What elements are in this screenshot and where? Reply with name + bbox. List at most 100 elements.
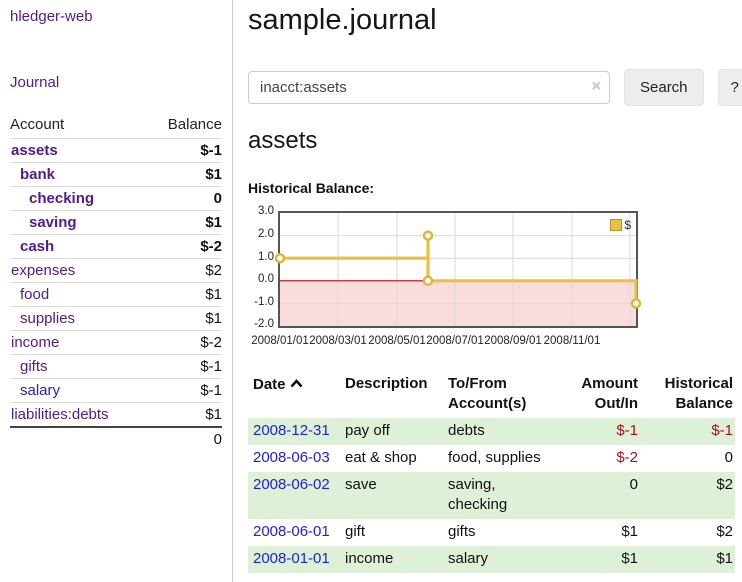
account-link-assets[interactable]: assets <box>11 142 58 159</box>
transaction-date-link[interactable]: 2008-06-02 <box>253 476 330 493</box>
account-balance: $1 <box>146 306 222 331</box>
account-link-supplies[interactable]: supplies <box>20 310 76 327</box>
register-row[interactable]: 2008-06-03 eat & shop food, supplies $-2… <box>248 445 735 472</box>
transaction-accounts: salary <box>448 550 489 567</box>
search-form: × Search ? <box>248 69 742 106</box>
transaction-date-link[interactable]: 2008-01-01 <box>253 550 330 567</box>
account-link-checking[interactable]: checking <box>29 190 95 207</box>
app-brand-link[interactable]: hledger-web <box>10 8 93 25</box>
transaction-balance: $1 <box>716 550 733 567</box>
transaction-accounts: debts <box>448 422 485 439</box>
transaction-description: pay off <box>345 422 390 439</box>
account-balance: 0 <box>146 186 222 211</box>
x-tick: 2008/05/01 <box>368 335 426 347</box>
account-balance: $-2 <box>146 330 222 355</box>
account-balance: $-1 <box>146 354 222 379</box>
account-row: saving $1 <box>10 210 222 235</box>
legend-swatch-icon <box>610 219 623 231</box>
transaction-date-link[interactable]: 2008-06-01 <box>253 523 330 540</box>
transaction-date-link[interactable]: 2008-06-03 <box>253 449 330 466</box>
account-link-bank[interactable]: bank <box>20 166 56 183</box>
transaction-balance: $-1 <box>711 422 733 439</box>
transaction-amount: $-1 <box>616 422 638 439</box>
account-row: food $1 <box>10 282 222 307</box>
transaction-description: save <box>345 476 377 493</box>
account-balance: $1 <box>146 282 222 307</box>
transaction-description: eat & shop <box>345 449 417 466</box>
date-header-label: Date <box>253 376 286 393</box>
account-balance: $-1 <box>146 138 222 163</box>
y-tick: 2.0 <box>258 228 274 240</box>
x-tick: 2008/03/01 <box>309 335 367 347</box>
clear-search-icon[interactable]: × <box>591 78 601 95</box>
register-row[interactable]: 2008-06-01 gift gifts $1 $2 <box>248 519 735 546</box>
register-row[interactable]: 2008-01-01 income salary $1 $1 <box>248 546 735 573</box>
register-header-tofrom: To/From Account(s) <box>448 375 527 412</box>
account-row: assets $-1 <box>10 138 222 163</box>
account-link-saving[interactable]: saving <box>29 214 77 231</box>
legend-label: $ <box>624 218 631 232</box>
transaction-amount: $1 <box>621 550 638 567</box>
transaction-date-link[interactable]: 2008-12-31 <box>253 422 330 439</box>
accounts-table: Account Balance assets $-1 bank $1 check… <box>10 113 222 451</box>
y-tick: -2.0 <box>254 318 274 330</box>
account-link-liabilities-debts[interactable]: liabilities:debts <box>11 406 109 423</box>
y-tick: 3.0 <box>258 205 274 217</box>
register-header-date[interactable]: Date <box>248 372 345 418</box>
register-header-description: Description <box>345 375 428 392</box>
historical-balance-chart: 3.0 2.0 1.0 0.0 -1.0 -2.0 <box>248 205 742 353</box>
accounts-header-balance: Balance <box>167 116 222 133</box>
register-header-row: Date Description To/From Account(s) Amou… <box>248 372 735 418</box>
main-content: sample.journal × Search ? assets Histori… <box>233 0 742 582</box>
transaction-description: income <box>345 550 394 567</box>
chart-canvas <box>274 213 642 326</box>
page-title: sample.journal <box>248 4 437 36</box>
account-row: salary $-1 <box>10 378 222 403</box>
accounts-header-account: Account <box>10 116 65 133</box>
accounts-header-row: Account Balance <box>10 113 222 139</box>
y-tick: -1.0 <box>254 296 274 308</box>
account-row: supplies $1 <box>10 306 222 331</box>
account-heading: assets <box>248 127 318 154</box>
transaction-balance: $2 <box>716 523 733 540</box>
account-link-income[interactable]: income <box>11 334 60 351</box>
register-header-balance: Historical Balance <box>664 375 733 412</box>
accounts-total-row: 0 <box>10 426 222 451</box>
register-row[interactable]: 2008-06-02 save saving, checking 0 $2 <box>248 472 735 519</box>
search-button[interactable]: Search <box>624 69 704 106</box>
account-link-food[interactable]: food <box>20 286 50 303</box>
x-tick: 2008/09/01 <box>484 335 542 347</box>
account-balance: $1 <box>146 402 222 427</box>
transaction-amount: $1 <box>621 523 638 540</box>
chart-plot-area: $ <box>274 211 642 328</box>
sort-ascending-icon <box>290 374 303 394</box>
account-balance: $1 <box>146 162 222 187</box>
transaction-accounts: saving, checking <box>448 476 508 513</box>
transaction-accounts: food, supplies <box>448 449 541 466</box>
transaction-amount: 0 <box>629 476 638 493</box>
x-tick: 2008/07/01 <box>426 335 484 347</box>
account-link-salary[interactable]: salary <box>20 382 61 399</box>
register-table: Date Description To/From Account(s) Amou… <box>248 372 735 573</box>
accounts-total-value: 0 <box>146 426 222 451</box>
account-link-expenses[interactable]: expenses <box>11 262 76 279</box>
account-balance: $1 <box>146 210 222 235</box>
register-row[interactable]: 2008-12-31 pay off debts $-1 $-1 <box>248 418 735 445</box>
account-balance: $2 <box>146 258 222 283</box>
register-header-amount: Amount Out/In <box>581 375 638 412</box>
account-row: checking 0 <box>10 186 222 211</box>
account-row: liabilities:debts $1 <box>10 402 222 427</box>
chart-legend: $ <box>610 218 631 232</box>
account-row: cash $-2 <box>10 234 222 259</box>
transaction-amount: $-2 <box>616 449 638 466</box>
sidebar-item-journal[interactable]: Journal <box>10 74 60 91</box>
x-tick: 2008/11/01 <box>543 335 601 347</box>
account-link-gifts[interactable]: gifts <box>20 358 48 375</box>
account-row: income $-2 <box>10 330 222 355</box>
chart-section-label: Historical Balance: <box>248 180 375 196</box>
account-link-cash[interactable]: cash <box>20 238 55 255</box>
search-input[interactable] <box>248 71 610 104</box>
balance-step-line <box>280 235 638 304</box>
search-help-button[interactable]: ? <box>717 69 742 106</box>
account-row: gifts $-1 <box>10 354 222 379</box>
